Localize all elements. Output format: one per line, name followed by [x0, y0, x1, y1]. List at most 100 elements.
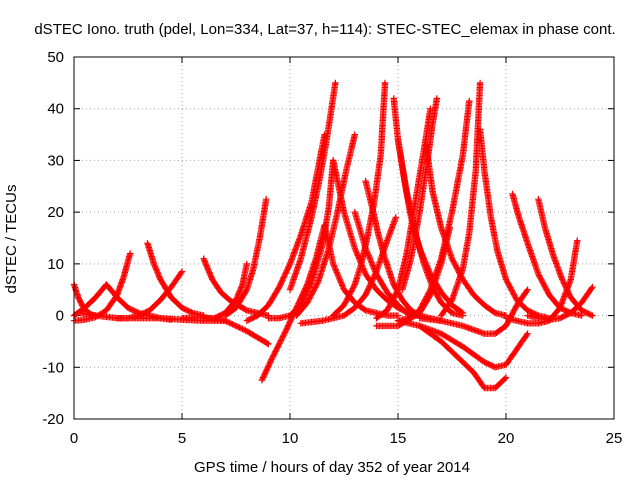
data-point [392, 214, 399, 221]
data-point [426, 293, 433, 300]
data-point [523, 331, 530, 339]
data-point [541, 282, 548, 289]
data-point [558, 274, 565, 282]
data-point [459, 312, 466, 319]
data-point [346, 291, 353, 298]
data-point [223, 318, 230, 325]
data-point [266, 360, 273, 367]
data-point [386, 301, 394, 309]
x-tick-label: 15 [390, 430, 407, 447]
data-point [368, 279, 375, 286]
data-point [232, 322, 239, 329]
data-point [450, 258, 457, 265]
y-tick-label: 40 [47, 101, 64, 118]
data-point [229, 321, 236, 328]
data-point [306, 295, 313, 302]
data-point [446, 224, 453, 231]
data-point [589, 283, 596, 291]
data-point [185, 307, 192, 315]
x-tick-label: 25 [606, 430, 623, 447]
x-tick-label: 10 [282, 430, 299, 447]
data-point [312, 284, 319, 291]
series-arc-10 [222, 196, 270, 319]
data-point [345, 293, 352, 301]
data-point [509, 310, 516, 317]
data-point [512, 294, 519, 301]
series-arc-28 [373, 224, 453, 330]
data-point [389, 296, 397, 303]
data-point [538, 276, 545, 283]
data-point [242, 287, 250, 295]
data-point [451, 259, 458, 266]
data-point [381, 79, 389, 87]
data-point [312, 282, 320, 290]
data-point [501, 375, 509, 382]
data-point [305, 296, 312, 304]
data-point [350, 282, 358, 290]
data-point [390, 294, 397, 302]
y-tick-label: 30 [47, 152, 64, 169]
data-point [345, 292, 353, 299]
data-point [508, 287, 515, 294]
series-arc-34 [509, 190, 585, 319]
data-point [538, 277, 546, 285]
x-tick-label: 5 [178, 430, 186, 447]
data-point [278, 336, 285, 343]
data-point [587, 311, 595, 319]
data-point [178, 268, 186, 275]
data-point [227, 320, 235, 327]
data-point [525, 244, 533, 251]
series-arc-37 [524, 283, 596, 323]
data-point [371, 271, 379, 278]
data-point [543, 287, 551, 294]
data-point [370, 275, 377, 282]
data-point [309, 289, 316, 297]
data-point [349, 285, 356, 292]
data-point [332, 79, 339, 87]
data-point [511, 306, 518, 313]
data-point [268, 356, 275, 363]
data-point [230, 321, 237, 329]
data-point [507, 285, 515, 293]
data-point [537, 275, 544, 282]
data-point [300, 296, 307, 303]
x-tick-labels: 0 5 10 15 20 25 [70, 430, 623, 447]
data-point [239, 325, 246, 333]
data-point [502, 374, 510, 381]
data-point [523, 287, 530, 295]
data-point [447, 298, 455, 305]
series-arc-14 [286, 79, 339, 293]
data-point [276, 282, 283, 289]
data-point [235, 323, 242, 331]
data-point [476, 79, 484, 87]
data-point [451, 261, 459, 268]
data-point [131, 307, 138, 315]
series-arc-16 [321, 221, 402, 319]
y-axis-label: dSTEC / TECUs [3, 185, 20, 294]
data-point [243, 260, 250, 268]
y-tick-label: 0 [56, 308, 64, 325]
data-point [275, 342, 282, 350]
y-tick-label: 20 [47, 204, 64, 221]
data-point [433, 95, 441, 102]
x-tick-label: 20 [498, 430, 515, 447]
data-point [453, 265, 461, 272]
data-point [554, 264, 561, 271]
data-point [524, 286, 531, 293]
data-point [342, 299, 349, 306]
data-point [304, 298, 312, 305]
data-point [558, 300, 565, 307]
data-point [384, 307, 391, 314]
data-point [533, 265, 540, 272]
data-point [541, 283, 549, 290]
data-point [308, 291, 315, 298]
data-point [507, 284, 514, 291]
data-point [240, 326, 248, 333]
x-tick-label: 0 [70, 430, 78, 447]
data-point [348, 286, 356, 294]
data-point [394, 287, 401, 295]
data-point [589, 312, 596, 319]
series-arc-09 [178, 313, 272, 348]
series-arc-32 [394, 317, 531, 371]
